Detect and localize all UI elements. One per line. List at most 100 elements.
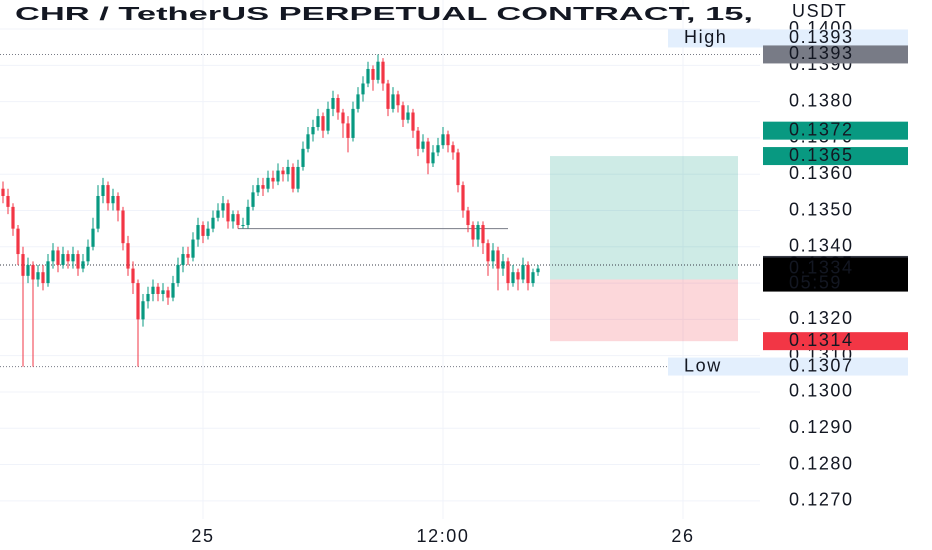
candle-body xyxy=(331,97,335,109)
candle-body xyxy=(211,217,215,229)
candle-body xyxy=(141,301,145,320)
extreme-label: High xyxy=(684,27,727,47)
candle-body xyxy=(171,283,175,298)
y-tick-label: 0.1360 xyxy=(789,163,854,183)
candle-body xyxy=(411,112,415,131)
candle-body xyxy=(416,130,420,149)
candle-body xyxy=(116,195,120,211)
candle-body xyxy=(451,145,455,153)
x-tick-label: 25 xyxy=(191,526,214,546)
y-tick-label: 0.1380 xyxy=(789,90,854,110)
price-badge-value: 0.1372 xyxy=(789,119,854,139)
candle-body xyxy=(236,214,240,226)
candle-body xyxy=(41,272,45,284)
candle-body xyxy=(371,68,375,80)
candle-body xyxy=(281,170,285,175)
candle-body xyxy=(491,250,495,262)
candle-body xyxy=(186,254,190,258)
candle-body xyxy=(531,272,535,284)
candle-body xyxy=(316,116,320,128)
candle-body xyxy=(241,225,245,227)
candle-body xyxy=(101,185,105,196)
candle-body xyxy=(231,214,235,222)
candle-body xyxy=(341,112,345,124)
candle-body xyxy=(471,225,475,240)
candle-body xyxy=(146,293,150,302)
candle-body xyxy=(206,228,210,236)
y-tick-label: 0.1320 xyxy=(789,308,854,328)
candle-body xyxy=(496,250,500,269)
y-tick-label: 0.1350 xyxy=(789,199,854,219)
candle-body xyxy=(376,61,380,80)
candle-body xyxy=(96,195,100,229)
candle-body xyxy=(261,185,265,189)
candle-body xyxy=(76,254,80,269)
candle-body xyxy=(121,210,125,244)
candle-body xyxy=(61,254,65,265)
candle-body xyxy=(311,127,315,135)
candle-body xyxy=(401,105,405,120)
candle-body xyxy=(16,228,20,255)
x-tick-label: 12:00 xyxy=(416,526,469,546)
candle-body xyxy=(466,210,470,226)
candle-body xyxy=(126,243,130,269)
candle-body xyxy=(336,97,340,113)
candle-body xyxy=(81,261,85,269)
extreme-badge xyxy=(668,357,908,376)
candle-body xyxy=(536,268,540,273)
candle-body xyxy=(156,286,160,294)
price-badge-value: 0.1334 xyxy=(789,257,854,277)
candle-body xyxy=(71,254,75,262)
candle-body xyxy=(326,108,330,131)
candle-body xyxy=(201,225,205,236)
candle-body xyxy=(521,264,525,280)
price-badge xyxy=(763,121,908,140)
candle-body xyxy=(476,225,480,240)
extreme-badge xyxy=(668,29,908,48)
candle-body xyxy=(306,134,310,149)
candle-body xyxy=(421,141,425,149)
candle-body xyxy=(296,166,300,189)
candle-body xyxy=(271,177,275,182)
candle-body xyxy=(291,166,295,189)
candle-body xyxy=(226,203,230,222)
candle-body xyxy=(216,210,220,218)
candle-body xyxy=(21,254,25,276)
candle-body xyxy=(511,272,515,284)
candle-body xyxy=(161,290,165,294)
extreme-value: 0.1393 xyxy=(789,27,854,47)
candle-body xyxy=(181,254,185,265)
candle-body xyxy=(526,264,530,284)
extreme-value: 0.1307 xyxy=(789,355,854,375)
candle-body xyxy=(516,272,520,280)
candle-body xyxy=(86,246,90,262)
candle-body xyxy=(426,141,430,164)
countdown: 05:59 xyxy=(789,272,842,292)
candle-body xyxy=(196,225,200,240)
plot-area xyxy=(0,53,760,368)
candle-body xyxy=(461,185,465,211)
candle-body xyxy=(26,264,30,276)
candle-body xyxy=(366,68,370,84)
candle-body xyxy=(456,152,460,186)
candle-body xyxy=(251,192,255,207)
candle-body xyxy=(276,170,280,182)
price-badge-value: 0.1393 xyxy=(789,43,854,63)
candle-body xyxy=(501,261,505,269)
candle-body xyxy=(286,166,290,175)
price-badge-value: 0.1365 xyxy=(789,145,854,165)
y-tick-label: 0.1290 xyxy=(789,417,854,437)
candle-body xyxy=(246,206,250,226)
currency-label: USDT xyxy=(792,1,847,21)
candle-body xyxy=(346,123,350,138)
candle-body xyxy=(351,108,355,138)
candle-body xyxy=(131,268,135,284)
candle-body xyxy=(406,112,410,120)
candle-body xyxy=(256,185,260,193)
target-zone xyxy=(550,156,738,280)
candle-body xyxy=(176,264,180,284)
candle-body xyxy=(446,134,450,146)
candle-body xyxy=(431,152,435,164)
candle-body xyxy=(506,261,510,284)
